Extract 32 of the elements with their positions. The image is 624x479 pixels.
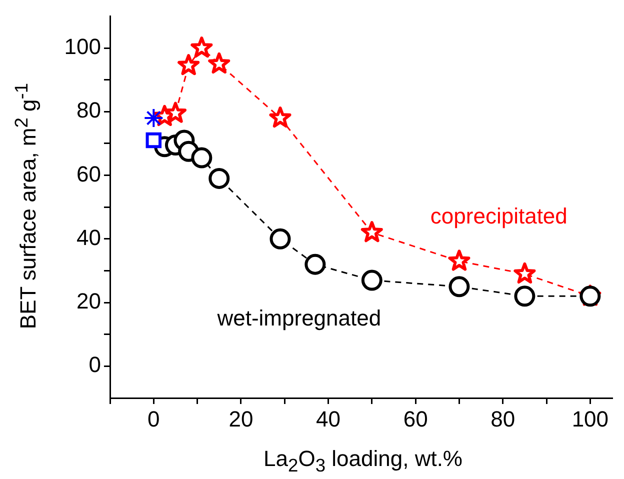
point	[361, 270, 382, 291]
point	[448, 276, 470, 298]
point	[269, 106, 292, 128]
x-tick-label: 60	[403, 406, 428, 432]
x-tick-label: 100	[572, 406, 609, 432]
x-tick-label: 40	[316, 406, 341, 432]
point	[360, 221, 383, 242]
series-label: wet-impregnated	[216, 305, 382, 330]
point	[208, 168, 230, 189]
y-tick-label: 100	[64, 34, 101, 60]
y-tick-label: 20	[76, 288, 101, 314]
point	[304, 254, 326, 275]
point	[514, 262, 536, 284]
point	[190, 36, 213, 58]
x-tick-label: 80	[490, 406, 516, 432]
x-tick-label: 0	[148, 406, 160, 432]
x-axis-title: La$_{2}$O$_{3}$ loading, wt.%	[264, 446, 462, 476]
point	[144, 108, 164, 128]
y-tick-label: 60	[76, 161, 101, 186]
point	[448, 250, 470, 271]
y-tick-label: 0	[88, 352, 101, 378]
point	[178, 54, 200, 76]
y-tick-label: 40	[76, 224, 101, 250]
point	[208, 52, 230, 74]
point	[514, 286, 536, 307]
point	[191, 147, 212, 168]
y-tick-label: 80	[76, 98, 101, 123]
point	[146, 132, 162, 148]
point	[164, 102, 186, 123]
x-tick-label: 20	[228, 406, 254, 432]
point	[270, 228, 291, 250]
series-label: coprecipitated	[430, 204, 568, 229]
